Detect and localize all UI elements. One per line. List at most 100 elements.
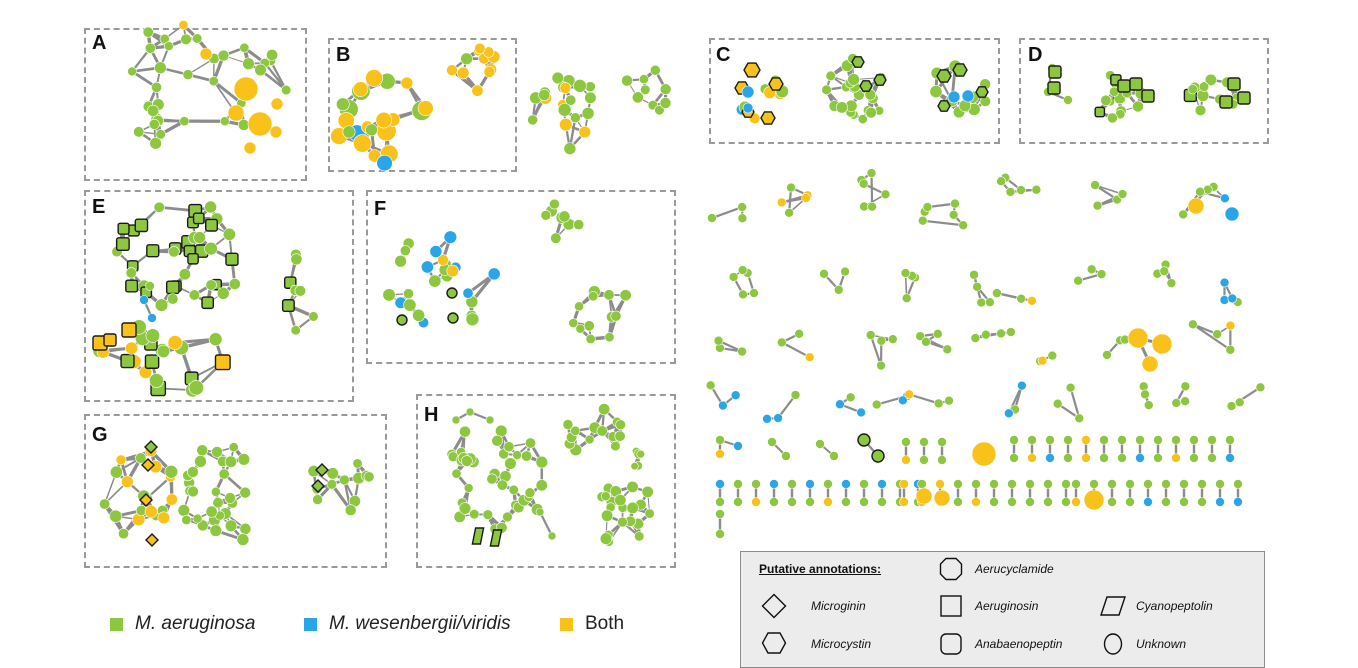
network-node [961, 89, 975, 103]
network-node [1007, 479, 1017, 489]
network-node [294, 285, 307, 297]
network-node [550, 232, 562, 244]
circle-icon [1103, 633, 1123, 655]
aeruginosin-node [1219, 95, 1233, 109]
network-node [154, 298, 169, 312]
both-label: Both [585, 613, 625, 634]
network-node [1195, 186, 1205, 197]
network-node [1073, 275, 1083, 286]
network-node [1061, 497, 1071, 507]
network-node [741, 85, 755, 99]
network-node [382, 288, 396, 302]
network-node [598, 403, 611, 416]
network-node [880, 189, 891, 200]
network-node [644, 508, 655, 519]
panel-label-b: B [336, 44, 351, 66]
network-node [1025, 479, 1035, 489]
network-node [164, 465, 179, 479]
network-node [781, 451, 791, 461]
network-node [148, 118, 160, 130]
network-node [992, 288, 1002, 298]
m-wesenbergii-label: M. wesenbergii/viridis [329, 613, 511, 634]
network-node [857, 114, 868, 125]
network-node [805, 479, 815, 489]
network-node [631, 91, 644, 104]
m-wesenbergii-swatch [304, 617, 317, 631]
network-edge [539, 511, 553, 537]
network-node [1006, 327, 1016, 337]
network-node [218, 468, 230, 480]
network-node [575, 323, 586, 334]
network-node [167, 335, 183, 351]
network-node [596, 425, 608, 437]
network-node [1063, 95, 1073, 105]
network-node [145, 328, 160, 343]
network-node [339, 474, 350, 486]
panel-h-frame [416, 394, 676, 568]
network-node [953, 497, 963, 507]
network-node [149, 373, 164, 388]
network-node [1037, 355, 1048, 366]
panel-d-frame [1019, 38, 1269, 144]
network-node [1009, 453, 1019, 463]
network-node [99, 498, 111, 510]
network-node [1047, 350, 1058, 361]
network-node [281, 84, 292, 96]
network-node [718, 400, 728, 411]
annotation-legend: Putative annotations: Aerucyclamide Micr… [740, 551, 1265, 668]
network-node [503, 441, 515, 453]
network-node [1132, 100, 1144, 113]
network-node [326, 467, 339, 480]
network-node [1233, 479, 1243, 489]
network-node [149, 137, 162, 150]
network-node [1096, 269, 1107, 279]
network-node [165, 493, 178, 506]
network-node [227, 104, 245, 122]
network-node [485, 415, 495, 425]
network-node [326, 479, 338, 490]
panel-g-frame [84, 414, 387, 568]
network-node [769, 479, 779, 489]
network-node [950, 198, 960, 209]
network-node [715, 435, 725, 445]
network-node [976, 297, 987, 308]
network-node [942, 344, 953, 355]
network-node [1151, 333, 1173, 355]
network-node [922, 202, 933, 212]
network-node [1180, 396, 1190, 406]
network-node [715, 497, 725, 507]
network-node [1016, 185, 1026, 195]
aeruginosin-node [1237, 91, 1251, 105]
network-node [558, 210, 571, 223]
network-node [147, 104, 160, 117]
network-node [1197, 479, 1207, 489]
unknown-annotated-node [447, 312, 459, 324]
network-node [178, 268, 191, 281]
network-node [570, 425, 581, 436]
network-node [154, 61, 167, 75]
network-node [163, 41, 174, 52]
network-node [935, 479, 945, 489]
network-node [899, 479, 909, 489]
network-node [428, 274, 442, 288]
network-node [399, 245, 411, 257]
hexagon-icon [761, 632, 787, 654]
network-node [614, 494, 627, 507]
network-node [819, 269, 829, 279]
network-node [237, 453, 251, 466]
network-node [254, 63, 267, 77]
aeruginosin-node [192, 212, 205, 225]
network-node [394, 255, 407, 268]
panel-a-frame [84, 28, 307, 181]
network-node [168, 246, 180, 258]
network-node [243, 141, 257, 155]
network-node [179, 116, 190, 127]
network-node [584, 91, 597, 104]
anabaenopeptin-label: Anabaenopeptin [975, 637, 1063, 651]
network-node [535, 455, 549, 469]
network-node [1161, 479, 1171, 489]
cyanopeptolin-node [471, 527, 485, 545]
network-node [767, 437, 777, 447]
network-node [1178, 209, 1188, 220]
